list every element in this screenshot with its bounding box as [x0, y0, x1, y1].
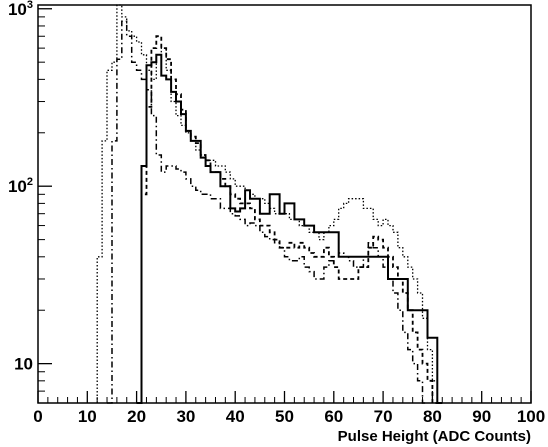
y-tick-base: 10 — [8, 0, 27, 19]
y-tick-base: 10 — [8, 177, 27, 196]
x-tick-label: 0 — [33, 407, 42, 426]
x-tick-label: 60 — [324, 407, 343, 426]
x-tick-label: 80 — [423, 407, 442, 426]
x-tick-label: 30 — [176, 407, 195, 426]
x-tick-label: 10 — [78, 407, 97, 426]
x-axis-title: Pulse Height (ADC Counts) — [338, 428, 531, 445]
x-tick-label: 50 — [275, 407, 294, 426]
x-tick-label: 70 — [374, 407, 393, 426]
y-tick-exponent: 2 — [27, 176, 33, 188]
x-tick-label: 40 — [226, 407, 245, 426]
series-solid-histogram — [136, 53, 443, 404]
x-tick-label: 20 — [127, 407, 146, 426]
series-dashed-histogram — [136, 35, 438, 404]
y-tick-exponent: 3 — [27, 0, 33, 11]
series-dashdot-histogram — [107, 20, 428, 404]
y-tick-base: 10 — [14, 355, 33, 374]
y-tick-label: 10 — [14, 355, 33, 374]
x-tick-label: 100 — [517, 407, 545, 426]
y-tick-label: 102 — [8, 176, 33, 196]
series-layer — [96, 4, 443, 404]
x-tick-label: 90 — [472, 407, 491, 426]
series-dotted-histogram — [96, 4, 443, 404]
y-tick-label: 103 — [8, 0, 33, 19]
